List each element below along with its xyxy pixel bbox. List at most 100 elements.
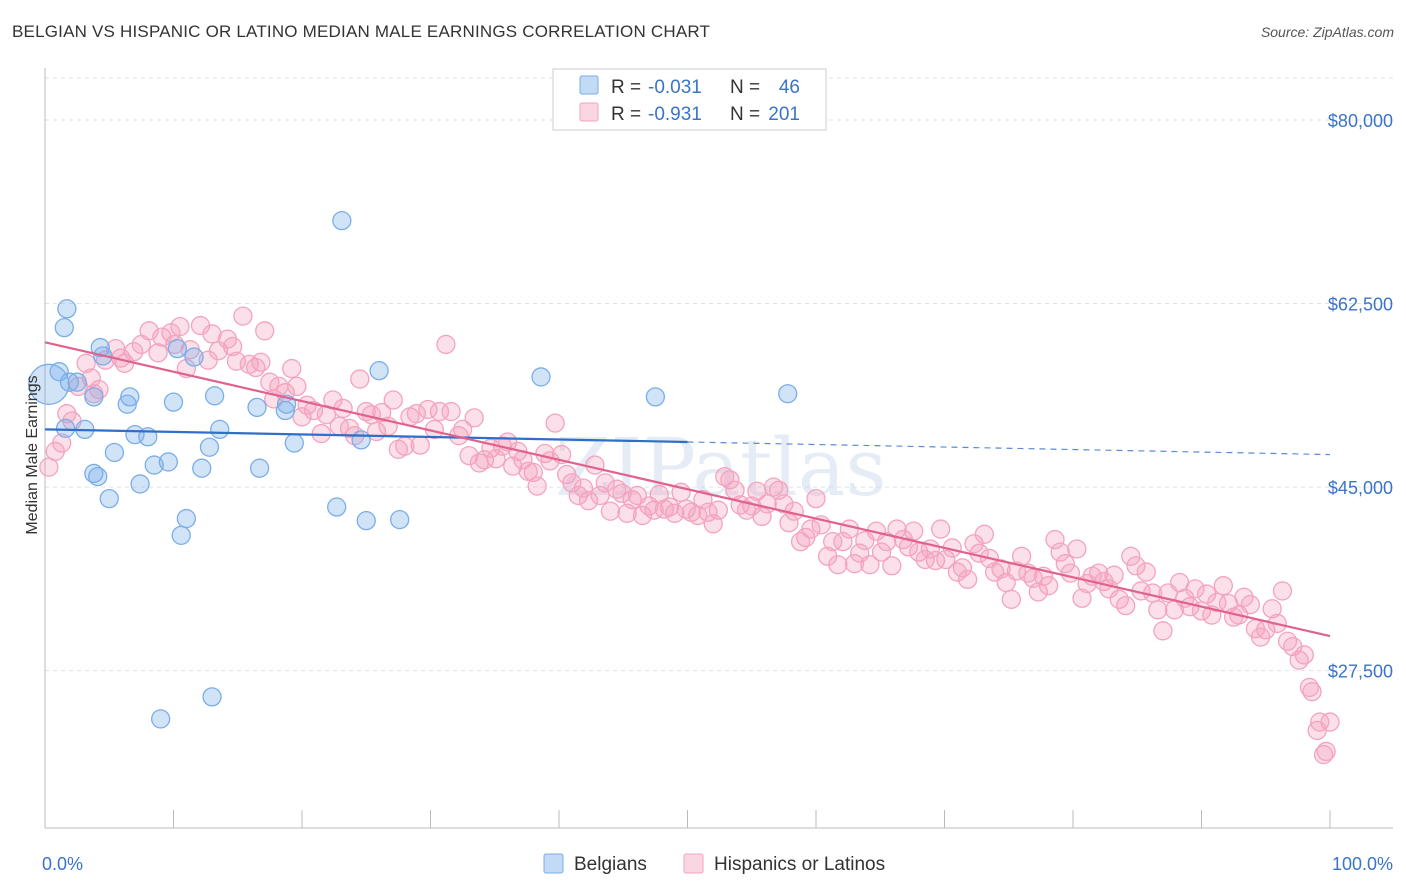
hispanic-point-114 [693, 490, 713, 510]
hispanic-point-96 [595, 473, 615, 493]
hispanic-point-103 [632, 505, 653, 526]
hispanic-point-42 [292, 407, 312, 427]
series-legend-belgians: Belgians [574, 854, 647, 875]
hispanic-point-182 [1060, 563, 1081, 583]
hispanic-point-179 [1045, 529, 1065, 550]
hispanic-point-210 [1213, 576, 1233, 596]
belgian-point-14 [104, 442, 125, 463]
belgian-point-6 [67, 372, 87, 392]
belgian-point-42 [369, 361, 389, 381]
hispanic-point-118 [715, 466, 735, 487]
belgian-point-21 [150, 709, 171, 729]
belgian-point-27 [184, 347, 204, 367]
y-tick-labels: $27,500 $45,000 $62,500 $80,000 [1328, 111, 1393, 682]
belgian-point-31 [204, 386, 225, 406]
belgian-point-2 [54, 318, 74, 338]
hispanic-point-62 [406, 404, 427, 424]
belgian-point-13 [99, 488, 119, 509]
hispanic-point-14 [124, 342, 144, 362]
hispanic-point-157 [925, 550, 946, 571]
hispanic-point-199 [1153, 621, 1173, 641]
hispanic-point-106 [649, 484, 669, 505]
hispanic-point-26 [202, 324, 222, 344]
belgian-point-46 [778, 384, 798, 404]
legend-r-value-0: -0.031 [648, 77, 702, 98]
legend-r-label-0: R = [611, 77, 641, 98]
x-tick-label-0: 0.0% [42, 854, 83, 874]
hispanic-point-97 [600, 501, 621, 521]
belgian-point-25 [171, 525, 191, 545]
x-tick-label-1: 100.0% [1332, 854, 1393, 874]
hispanic-point-99 [612, 483, 632, 504]
watermark: ZIPatlas [555, 421, 887, 514]
series-legend: Belgians Hispanics or Latinos [543, 853, 885, 875]
hispanic-point-33 [246, 357, 266, 378]
belgian-point-35 [275, 400, 295, 421]
hispanic-point-162 [952, 558, 973, 578]
hispanic-point-148 [877, 531, 897, 552]
hispanic-point-230 [1313, 744, 1334, 765]
belgian-point-45 [645, 387, 666, 407]
hispanic-point-221 [1272, 581, 1293, 601]
series-legend-hispanics: Hispanics or Latinos [714, 854, 885, 875]
hispanic-point-71 [459, 445, 479, 466]
hispanic-point-79 [503, 456, 523, 476]
belgian-trend-extension [687, 441, 1331, 456]
belgian-point-20 [144, 455, 164, 475]
hispanic-point-141 [839, 519, 860, 539]
legend-n-label-1: N = [730, 104, 760, 125]
hispanic-point-139 [828, 555, 848, 575]
belgian-point-43 [390, 509, 410, 530]
belgian-point-16 [120, 387, 140, 407]
belgian-point-32 [210, 419, 230, 440]
hispanic-point-134 [801, 519, 821, 539]
hispanic-point-68 [441, 401, 461, 422]
hispanic-point-129 [774, 494, 794, 514]
hispanic-point-64 [418, 399, 438, 420]
correlation-legend: R = -0.031 N = 46 R = -0.931 N = 201 [552, 68, 827, 131]
hispanic-point-155 [915, 549, 935, 570]
hispanic-point-180 [1050, 542, 1070, 562]
hispanic-point-142 [844, 554, 865, 574]
hispanic-point-95 [590, 485, 610, 506]
hispanic-point-52 [350, 369, 370, 389]
belgian-point-33 [247, 397, 267, 418]
legend-n-label-0: N = [730, 77, 760, 98]
hispanic-point-173 [1011, 546, 1032, 566]
legend-n-value-0: 46 [779, 77, 800, 98]
hispanic-point-127 [763, 477, 784, 497]
hispanic-point-94 [585, 455, 605, 475]
hispanic-point-153 [904, 521, 924, 541]
hispanic-point-222 [1277, 631, 1298, 651]
hispanic-point-166 [974, 524, 994, 544]
hispanic-point-196 [1136, 562, 1156, 582]
hispanic-point-229 [1310, 712, 1330, 732]
belgian-point-30 [202, 687, 222, 707]
series-legend-swatch-hispanics [683, 853, 704, 874]
hispanic-point-219 [1262, 599, 1282, 619]
hispanic-point-181 [1055, 554, 1075, 574]
belgian-point-26 [176, 508, 197, 529]
hispanic-point-109 [665, 503, 685, 523]
y-axis-label: Median Male Earnings [24, 375, 41, 534]
hispanic-point-215 [1240, 594, 1260, 615]
hispanic-point-184 [1072, 588, 1092, 608]
hispanic-trend-line [44, 341, 1331, 638]
x-tick-labels: 0.0% 100.0% [42, 854, 1393, 874]
y-tick-label-0: $27,500 [1328, 662, 1393, 682]
hispanic-point-147 [871, 542, 892, 562]
y-tick-label-1: $45,000 [1328, 478, 1393, 498]
hispanic-point-6 [76, 353, 96, 373]
hispanic-point-63 [410, 435, 430, 455]
hispanic-point-163 [957, 569, 978, 590]
hispanic-point-149 [882, 556, 902, 576]
series-legend-swatch-belgians [543, 853, 564, 874]
hispanic-point-67 [436, 334, 456, 355]
belgian-point-5 [59, 372, 80, 392]
y-tick-label-3: $80,000 [1328, 111, 1393, 131]
hispanic-point-31 [233, 306, 253, 326]
hispanic-point-72 [464, 408, 484, 428]
hispanic-point-135 [806, 488, 826, 509]
hispanic-point-178 [1038, 576, 1059, 596]
